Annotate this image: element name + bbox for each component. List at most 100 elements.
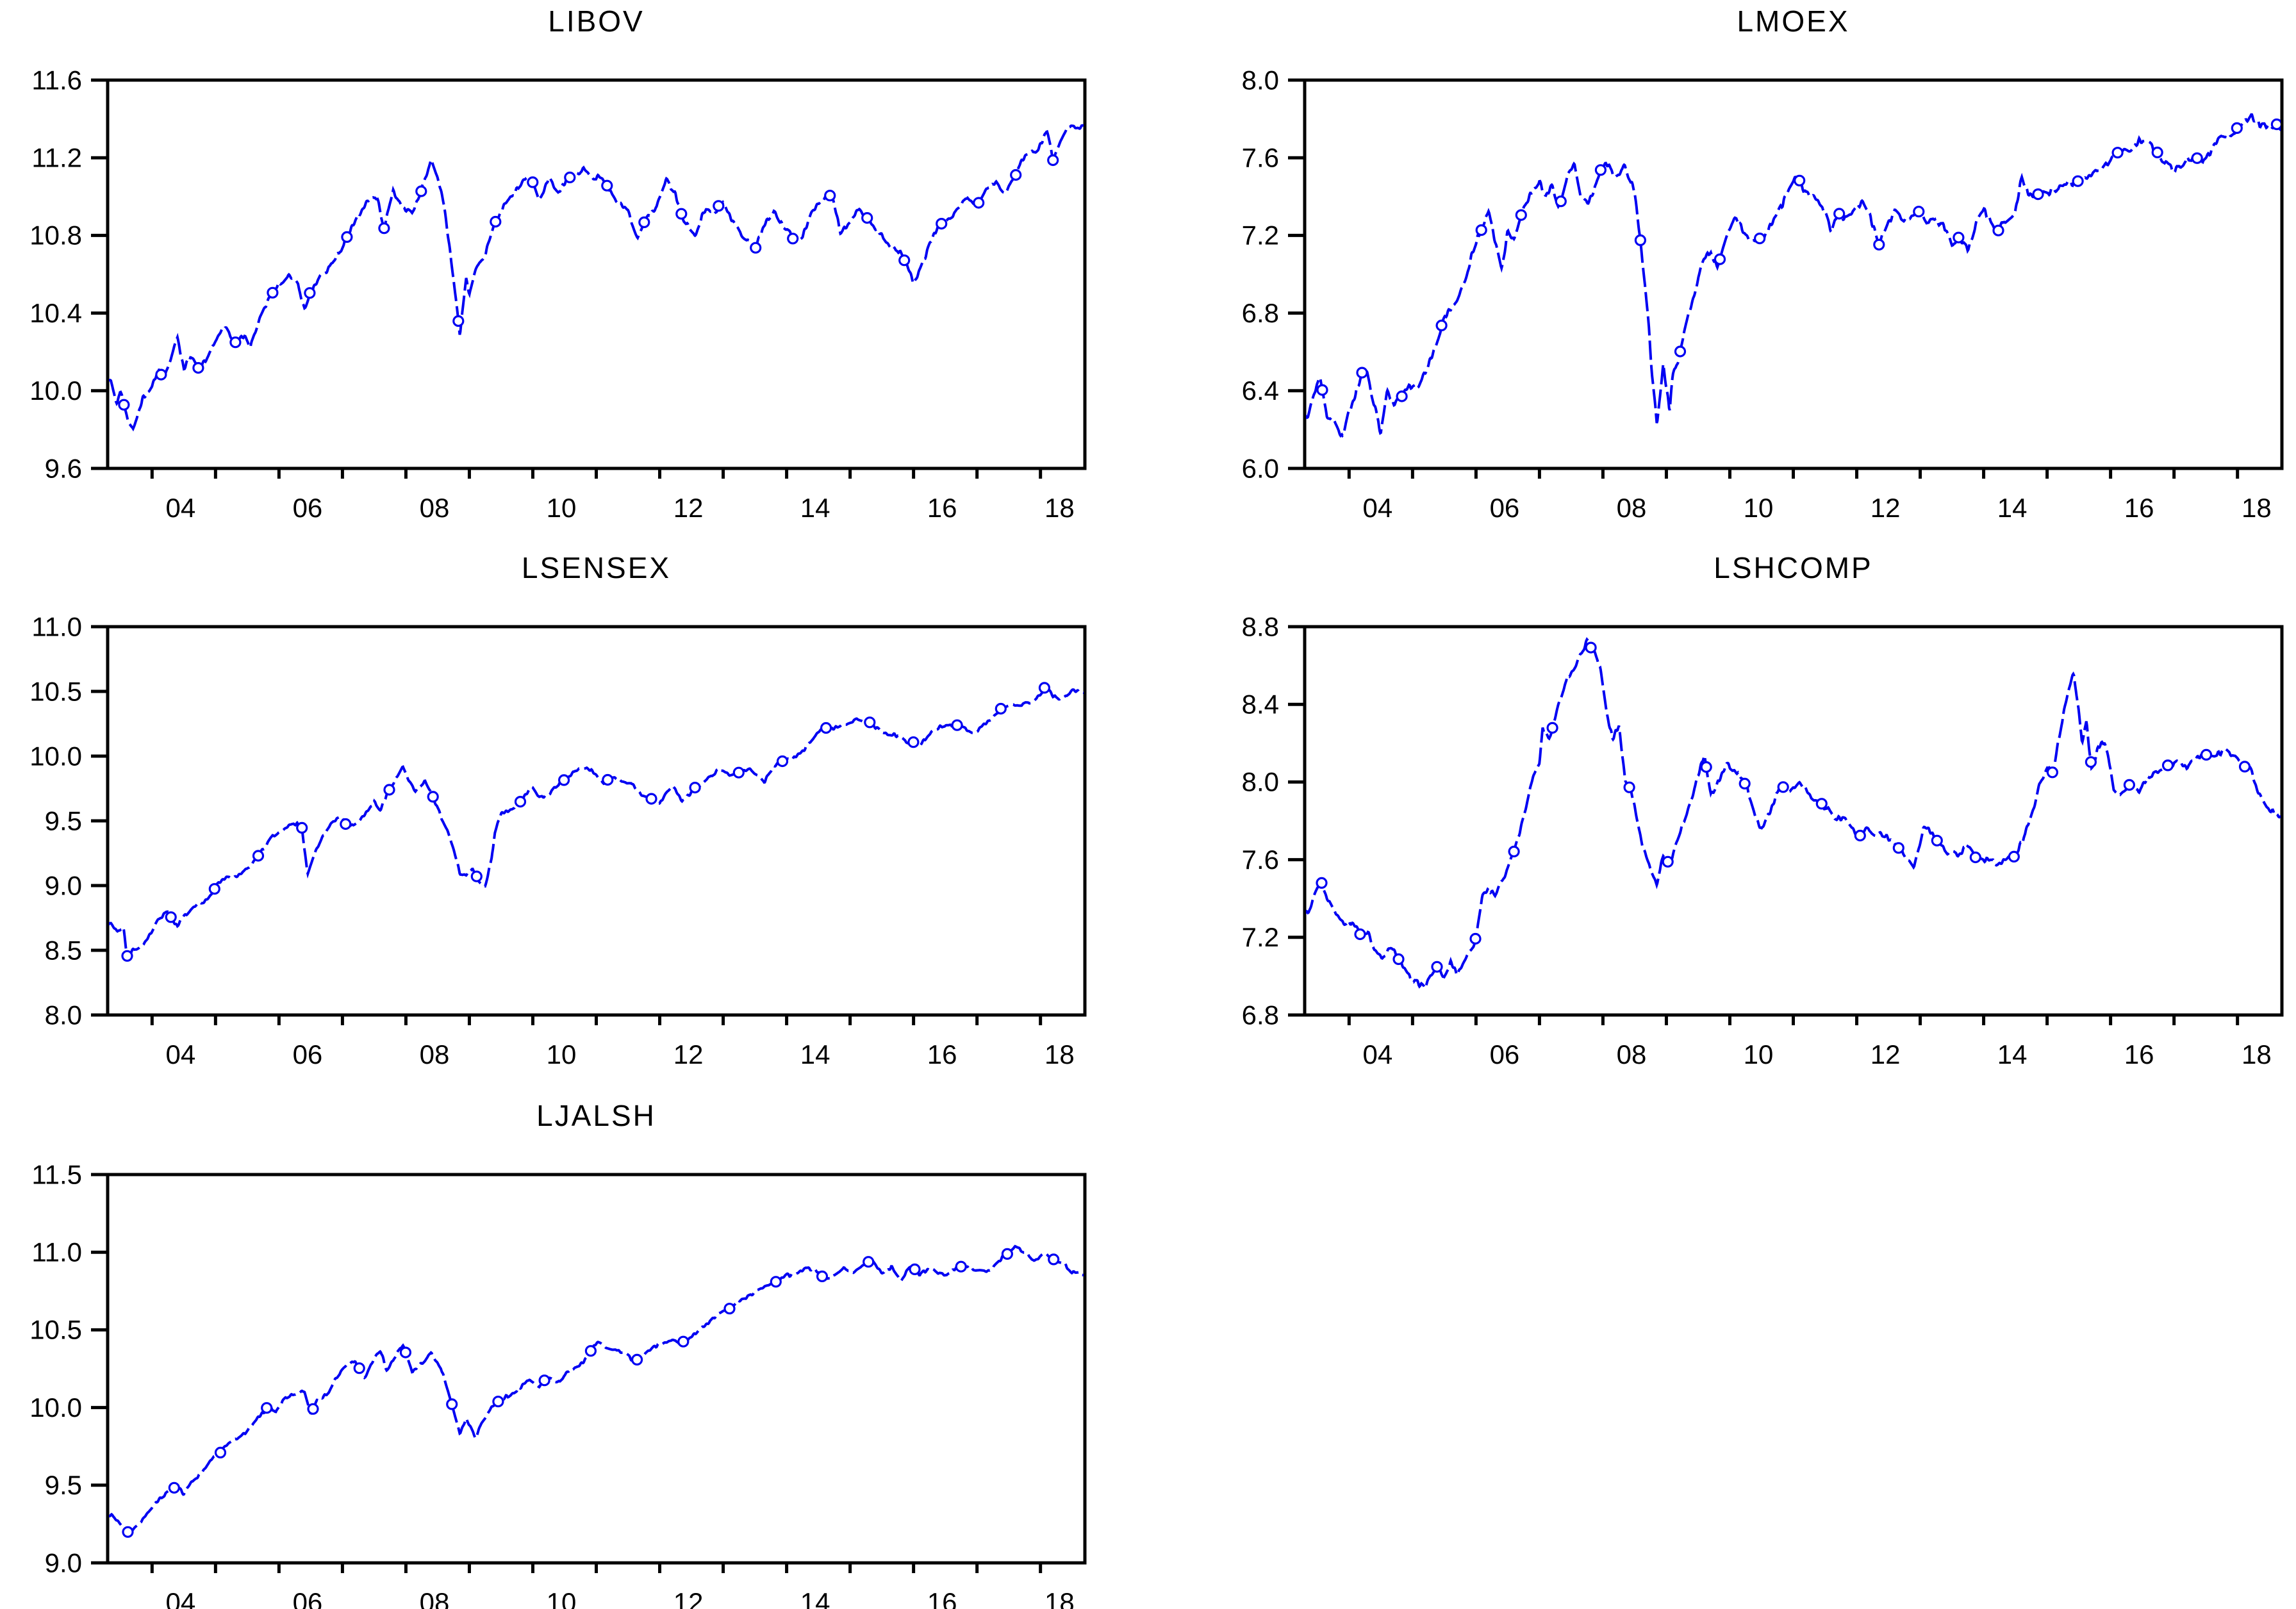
x-tick-label: 18 (1045, 1587, 1075, 1609)
x-tick-label: 16 (927, 493, 957, 523)
series-marker (341, 231, 353, 243)
series-marker (470, 870, 483, 882)
x-tick-label: 08 (1617, 1039, 1647, 1069)
series-marker (121, 950, 133, 962)
series-marker (1623, 781, 1635, 793)
series-marker (602, 773, 614, 786)
x-tick-label: 08 (420, 1039, 450, 1069)
chart-ljalsh: LJALSH 9.0 9.5 10.0 10.5 11.0 11.5 04 06 08 10 12 1… (12, 1097, 1123, 1609)
series-marker (399, 1346, 412, 1358)
series-marker (1700, 761, 1712, 773)
series-marker (1475, 224, 1487, 236)
series-marker (378, 222, 390, 235)
series-line (109, 1244, 1084, 1536)
series-marker (2231, 122, 2243, 135)
y-tick-label: 10.4 (29, 298, 82, 328)
series-line (1306, 637, 2281, 991)
series-marker (208, 883, 220, 895)
series-marker (675, 208, 688, 220)
series-marker (1753, 233, 1766, 245)
plot-frame (1303, 625, 2284, 1017)
series-marker (415, 185, 427, 197)
series-marker (155, 368, 167, 381)
series-marker (1435, 319, 1448, 331)
series-marker (1316, 877, 1328, 889)
x-tick-label: 10 (547, 493, 577, 523)
y-tick-label: 9.5 (45, 805, 82, 836)
y-tick-label: 11.6 (31, 65, 82, 95)
x-tick-label: 18 (2242, 1039, 2272, 1069)
chart-lshcomp: LSHCOMP 6.8 7.2 7.6 8.0 8.4 8.8 04 06 08 10 12 14 16… (1209, 549, 2296, 1089)
series-marker (713, 200, 725, 212)
series-marker (296, 821, 308, 834)
series-marker (2085, 756, 2097, 768)
series-marker (907, 736, 920, 748)
series-marker (118, 399, 130, 411)
x-tick-label: 16 (927, 1587, 957, 1609)
plot-frame (106, 78, 1087, 470)
y-tick-label: 7.2 (1242, 922, 1279, 952)
series-marker (1396, 390, 1408, 402)
series-marker (564, 171, 576, 183)
series-marker (307, 1403, 319, 1415)
y-tick-label: 7.6 (1242, 142, 1279, 172)
series-line (109, 683, 1084, 957)
y-tick-label: 9.6 (45, 453, 82, 483)
series-marker (2008, 850, 2020, 862)
series-marker (1515, 209, 1527, 221)
series-marker (267, 286, 279, 299)
x-tick-label: 12 (1871, 493, 1901, 523)
series-marker (1714, 253, 1726, 265)
series-marker (861, 212, 873, 224)
line-plot-lmoex: 6.0 6.4 6.8 7.2 7.6 8.0 04 06 08 10 12 14 16 18 (1242, 65, 2284, 523)
series-marker (820, 722, 832, 734)
x-tick-label: 10 (1744, 1039, 1774, 1069)
x-tick-label: 06 (1490, 493, 1520, 523)
x-tick-label: 18 (1045, 1039, 1075, 1069)
x-tick-label: 08 (1617, 493, 1647, 523)
series-marker (427, 791, 439, 803)
series-marker (1594, 164, 1607, 176)
series-marker (1739, 777, 1751, 789)
series-marker (1815, 798, 1828, 810)
series-marker (1356, 367, 1368, 379)
series-marker (723, 1303, 736, 1315)
x-tick-label: 04 (1363, 493, 1393, 523)
x-tick-label: 16 (927, 1039, 957, 1069)
series-marker (677, 1335, 690, 1348)
series-marker (2200, 748, 2213, 761)
y-tick-label: 6.0 (1242, 453, 1279, 483)
y-tick-label: 9.0 (45, 1547, 82, 1578)
series-marker (638, 216, 650, 228)
y-tick-label: 8.0 (1242, 65, 1279, 95)
x-tick-label: 14 (800, 493, 830, 523)
series-marker (955, 1260, 967, 1273)
series-marker (446, 1398, 458, 1410)
y-tick-label: 8.4 (1242, 689, 1279, 719)
series-marker (452, 315, 465, 327)
chart-title-lmoex: LMOEX (1737, 4, 1850, 38)
series-marker (340, 818, 352, 830)
series-marker (2111, 147, 2124, 159)
series-marker (168, 1481, 180, 1494)
series-marker (995, 702, 1007, 715)
series-marker (192, 362, 204, 374)
line-plot-libov: 9.6 10.0 10.4 10.8 11.2 11.6 04 06 08 10 12 14 16 18 (29, 65, 1087, 523)
line-plot-lsensex: 8.0 8.5 9.0 9.5 10.0 10.5 11.0 04 06 08 10 12 14 16 18 (29, 611, 1087, 1069)
x-tick-label: 10 (547, 1587, 577, 1609)
series-marker (816, 1270, 829, 1282)
series-line (109, 124, 1084, 432)
x-tick-label: 16 (2124, 1039, 2154, 1069)
series-marker (353, 1362, 365, 1374)
series-marker (1953, 231, 1965, 243)
chart-title-lsensex: LSENSEX (521, 551, 672, 584)
series-marker (1316, 384, 1328, 396)
x-tick-label: 12 (673, 1039, 704, 1069)
y-tick-label: 11.2 (31, 142, 82, 172)
line-plot-lshcomp: 6.8 7.2 7.6 8.0 8.4 8.8 04 06 08 10 12 14 16 18 (1242, 611, 2284, 1069)
series-marker (2151, 146, 2163, 159)
chart-lmoex: LMOEX 6.0 6.4 6.8 7.2 7.6 8.0 04 06 08 10 12 14 16 18 (1209, 3, 2296, 542)
x-tick-label: 10 (547, 1039, 577, 1069)
x-tick-label: 04 (166, 493, 196, 523)
